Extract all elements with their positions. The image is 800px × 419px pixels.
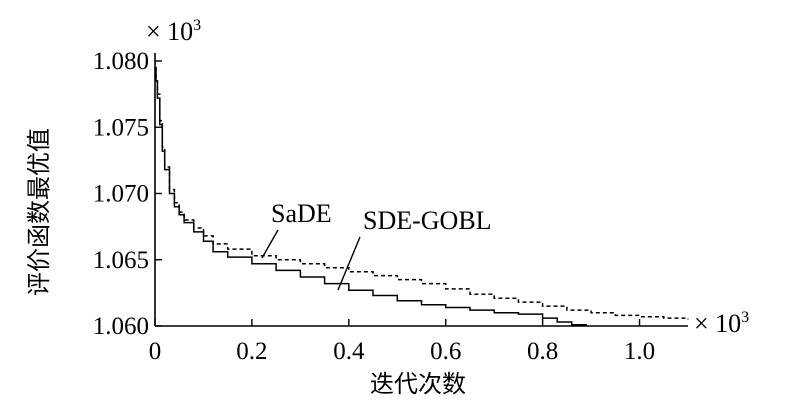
y-tick-label: 1.080	[93, 48, 149, 75]
y-multiplier-label-base: × 10	[146, 17, 193, 46]
y-axis-title: 评价函数最优值	[25, 128, 53, 296]
series-lines	[155, 66, 689, 326]
x-multiplier-label-base: × 10	[694, 309, 741, 338]
x-tick-label: 0.8	[527, 338, 558, 365]
sde-gobl-annotation: SDE-GOBL	[363, 206, 492, 235]
y-tick-label: 1.070	[93, 181, 149, 208]
series-line-sade	[155, 66, 689, 320]
x-tick-label: 0.6	[430, 338, 461, 365]
x-tick-label: 0	[149, 338, 162, 365]
x-multiplier-label: × 103	[694, 309, 749, 338]
y-tick-label: 1.075	[93, 114, 149, 141]
y-tick-label: 1.065	[93, 247, 149, 274]
x-tick-label: 1.0	[624, 338, 655, 365]
y-multiplier-label: × 103	[146, 17, 201, 46]
x-axis-title: 迭代次数	[370, 370, 466, 398]
x-tick-label: 0.4	[333, 338, 365, 365]
axes	[154, 53, 688, 327]
x-multiplier-label-exponent: 3	[741, 309, 749, 326]
x-tick-label: 0.2	[236, 338, 267, 365]
tick-labels: 1.060 1.065 1.070 1.075 1.080 0 0.2 0.4 0.6 0.8 1.…	[93, 48, 655, 365]
sde-gobl-leader-line	[337, 236, 361, 291]
sade-annotation: SaDE	[271, 199, 332, 228]
series-line-sde-gobl	[155, 66, 587, 326]
y-tick-label: 1.060	[93, 313, 149, 340]
y-multiplier-label-exponent: 3	[193, 17, 201, 34]
sade-leader-line	[261, 229, 279, 259]
